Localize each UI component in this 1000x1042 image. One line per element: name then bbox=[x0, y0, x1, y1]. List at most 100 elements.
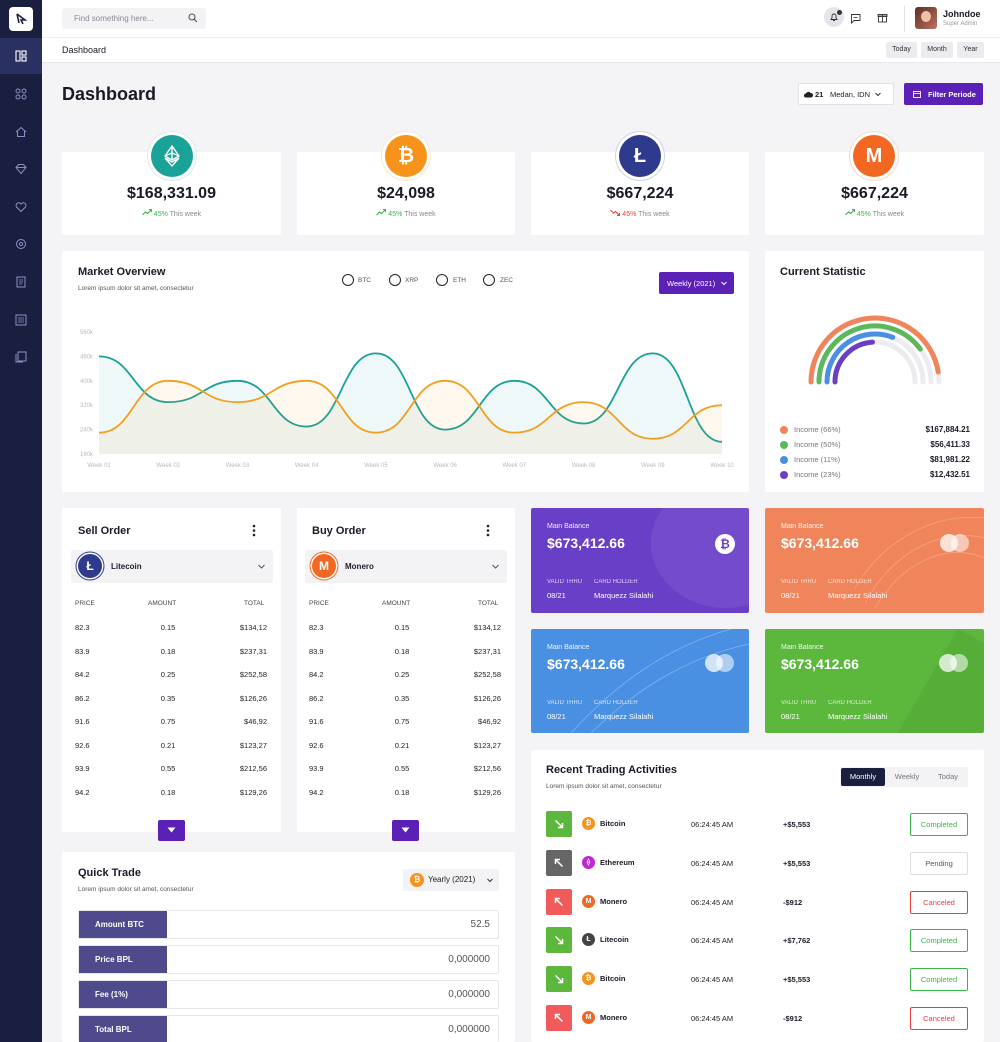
legend-value: $56,411.33 bbox=[930, 440, 970, 449]
yearly-period-select[interactable]: ₿ Yearly (2021) bbox=[403, 869, 499, 891]
total-bpl-field[interactable]: Total BPL 0,000000 bbox=[78, 1015, 499, 1042]
sell-coin-name: Litecoin bbox=[111, 562, 142, 571]
status-badge[interactable]: Completed bbox=[910, 929, 968, 953]
trade-amount: +$5,553 bbox=[783, 858, 811, 868]
chevron-down-icon bbox=[258, 564, 265, 569]
balance-card-blue[interactable]: Main Balance $673,412.66 VALID THRU CARD… bbox=[531, 629, 749, 733]
weather-widget[interactable]: 21 Medan, IDN bbox=[798, 83, 894, 105]
fee-field[interactable]: Fee (1%) 0,000000 bbox=[78, 980, 499, 1009]
tab-weekly[interactable]: Weekly bbox=[894, 772, 920, 781]
total-cell: $252,58 bbox=[473, 670, 501, 679]
status-badge[interactable]: Canceled bbox=[910, 890, 968, 914]
nav-diamond[interactable] bbox=[0, 151, 42, 187]
gift-icon[interactable] bbox=[877, 12, 888, 23]
files-icon bbox=[15, 351, 27, 363]
status-badge[interactable]: Completed bbox=[910, 968, 968, 992]
valid-thru-label: VALID THRU bbox=[547, 700, 583, 706]
x-tick-label: Week 10 bbox=[710, 463, 734, 469]
sell-coin-select[interactable]: Ł Litecoin bbox=[71, 550, 273, 583]
legend-dot bbox=[780, 441, 788, 449]
x-tick-label: Week 08 bbox=[572, 463, 596, 469]
stat-period: This week bbox=[872, 211, 905, 218]
amount-cell: 0.25 bbox=[160, 670, 176, 679]
amount-cell: 0.25 bbox=[394, 670, 410, 679]
heart-icon bbox=[15, 202, 27, 213]
price-bpl-label: Price BPL bbox=[79, 946, 167, 973]
legend-dot bbox=[780, 456, 788, 464]
buy-coin-name: Monero bbox=[345, 562, 374, 571]
search-icon[interactable] bbox=[188, 13, 198, 23]
series-line bbox=[98, 352, 723, 443]
range-year-button[interactable]: Year bbox=[957, 42, 984, 58]
radio-eth[interactable] bbox=[436, 274, 448, 286]
nav-files[interactable] bbox=[0, 339, 42, 375]
filter-periode-label: Filter Periode bbox=[928, 90, 976, 99]
total-cell: $126,26 bbox=[473, 693, 501, 703]
radio-btc[interactable] bbox=[342, 274, 354, 286]
total-bpl-label: Total BPL bbox=[79, 1016, 167, 1042]
x-tick-label: Week 04 bbox=[295, 463, 319, 469]
tab-today[interactable]: Today bbox=[937, 772, 958, 781]
status-badge[interactable]: Completed bbox=[910, 813, 968, 836]
tab-monthly[interactable]: Monthly bbox=[841, 768, 885, 786]
nav-settings[interactable] bbox=[0, 226, 42, 262]
legend-label: Income (23%) bbox=[794, 470, 841, 479]
coin-name: Bitcoin bbox=[600, 974, 626, 984]
nav-favorites[interactable] bbox=[0, 189, 42, 225]
amount-cell: 0.18 bbox=[160, 646, 176, 656]
amount-cell: 0.55 bbox=[160, 764, 176, 773]
legend-dot bbox=[780, 471, 788, 479]
trade-time: 06:24:45 AM bbox=[691, 975, 734, 985]
gauge-track bbox=[832, 339, 918, 385]
legend-label: Income (66%) bbox=[794, 425, 841, 434]
page-title: Dashboard bbox=[62, 84, 157, 104]
status-badge[interactable]: Pending bbox=[910, 851, 968, 875]
amount-btc-field[interactable]: Amount BTC 52.5 bbox=[78, 910, 499, 939]
balance-card-purple[interactable]: Main Balance $673,412.66 VALID THRU CARD… bbox=[531, 508, 749, 613]
bitcoin-icon: ₿ bbox=[715, 534, 735, 554]
recent-trading-card bbox=[531, 750, 984, 1042]
range-today-button[interactable]: Today bbox=[886, 42, 917, 58]
weekly-period-button[interactable]: Weekly (2021) bbox=[659, 272, 734, 294]
chevron-down-icon bbox=[721, 281, 727, 286]
nav-apps[interactable] bbox=[0, 76, 42, 112]
price-cell: 83.9 bbox=[309, 646, 324, 656]
radio-zec[interactable] bbox=[483, 274, 495, 286]
balance-card-orange[interactable]: Main Balance $673,412.66 VALID THRU CARD… bbox=[765, 508, 984, 613]
filter-periode-button[interactable]: Filter Periode bbox=[904, 83, 983, 105]
monero-icon: M bbox=[582, 1011, 595, 1024]
search-input[interactable] bbox=[62, 8, 206, 29]
chat-icon[interactable] bbox=[850, 13, 861, 24]
stat-pct: 45% bbox=[153, 211, 168, 218]
card-holder-label: CARD HOLDER bbox=[828, 700, 872, 706]
nav-dashboard[interactable] bbox=[0, 38, 42, 74]
sell-expand-button[interactable] bbox=[158, 820, 185, 841]
status-badge[interactable]: Canceled bbox=[910, 1007, 968, 1030]
trade-amount: +$5,553 bbox=[783, 975, 811, 985]
range-month-button[interactable]: Month bbox=[921, 42, 953, 58]
trade-time: 06:24:45 AM bbox=[691, 820, 734, 829]
app-logo[interactable] bbox=[9, 7, 33, 31]
more-vertical-icon[interactable] bbox=[252, 524, 256, 537]
more-vertical-icon[interactable] bbox=[486, 524, 490, 537]
series-area bbox=[99, 353, 722, 454]
notification-button[interactable] bbox=[824, 7, 844, 27]
nav-home[interactable] bbox=[0, 114, 42, 150]
buy-coin-select[interactable]: M Monero bbox=[305, 550, 507, 583]
x-tick-label: Week 07 bbox=[503, 463, 527, 469]
trade-time: 06:24:45 AM bbox=[691, 936, 734, 946]
total-cell: $46,92 bbox=[478, 717, 501, 726]
price-bpl-field[interactable]: Price BPL 0,000000 bbox=[78, 945, 499, 974]
market-overview-card bbox=[62, 251, 749, 492]
nav-reports[interactable] bbox=[0, 302, 42, 338]
total-cell: $129,26 bbox=[239, 787, 267, 797]
buy-expand-button[interactable] bbox=[392, 820, 419, 841]
gauge-arc bbox=[816, 323, 923, 385]
balance-card-green[interactable]: Main Balance $673,412.66 VALID THRU CARD… bbox=[765, 629, 984, 733]
series-area bbox=[99, 380, 722, 454]
col-header-total: TOTAL bbox=[244, 600, 265, 607]
avatar[interactable] bbox=[915, 7, 937, 29]
nav-documents[interactable] bbox=[0, 264, 42, 300]
radio-xrp[interactable] bbox=[389, 274, 401, 286]
total-cell: $252,58 bbox=[239, 670, 267, 679]
